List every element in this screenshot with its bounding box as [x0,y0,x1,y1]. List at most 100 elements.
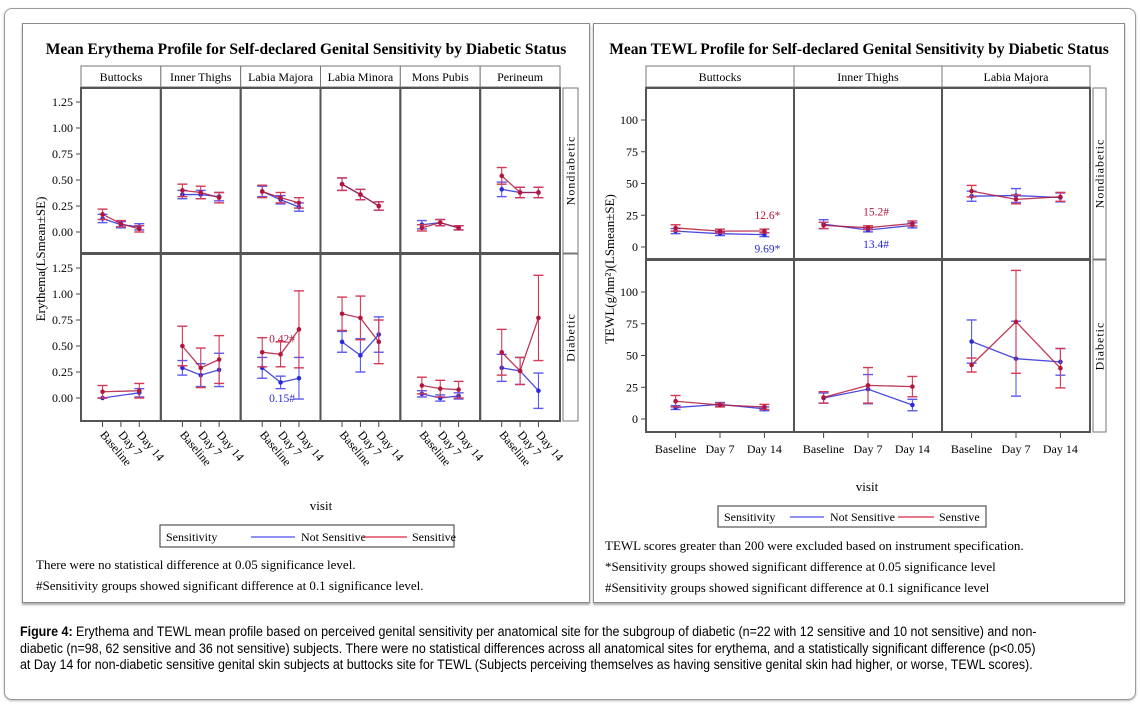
panel-frame [941,259,1091,433]
panel-frame [399,87,482,254]
panel-frame [793,259,943,433]
data-point [456,387,461,392]
data-point [910,402,915,408]
legend-label-not-sensitive: Not Sensitive [830,510,895,524]
y-tick-label: 100 [620,113,638,127]
data-point [517,190,523,195]
data-point [296,200,302,206]
data-point [100,389,105,395]
data-point [1013,319,1019,325]
row-strip-label: Nondiabetic [564,136,578,206]
y-tick-label: 100 [620,285,638,299]
data-point [673,398,678,404]
y-tick-label: 0.75 [52,147,73,161]
data-point [517,368,523,374]
x-tick-label: Day 14 [1043,442,1078,456]
x-tick-label: Day 7 [1002,442,1031,456]
x-tick-label: Baseline [951,442,992,456]
data-point [910,221,915,226]
y-tick-label: 0.00 [52,225,73,239]
x-tick-label: Baseline [803,442,844,456]
legend-label-sensitive: Senstive [939,510,980,524]
data-point [376,339,382,345]
data-point [198,365,204,371]
data-point [673,225,678,231]
y-tick-label: 1.25 [52,95,73,109]
legend-label-sensitive: Sensitive [412,530,456,544]
data-point [358,192,363,197]
row-strip-label: Diabetic [1093,322,1107,371]
panel-nondiabetic-inner-thighs: 15.2# 13.4# [818,207,918,251]
y-tick-label: 25 [626,208,638,222]
data-point [136,388,142,394]
legend-title: Sensitivity [724,510,775,524]
tewl-figure: Mean TEWL Profile for Self-declared Geni… [593,23,1125,603]
data-point [865,383,871,388]
panel-frame [159,253,242,422]
data-point [1058,365,1063,371]
column-header-label: Labia Majora [984,70,1050,84]
data-point [180,343,185,349]
data-point [180,188,185,193]
data-point [1058,194,1063,200]
y-axis-label: TEWL(g/hm²)(LSmean±SE) [602,194,617,344]
column-header-label: Labia Minora [328,70,394,84]
data-point [419,225,425,231]
series-line-not-sensitive [102,392,140,399]
note-2: *Sensitivity groups showed significant d… [605,559,996,574]
data-point [216,357,222,362]
panel-diabetic-labia-majora [966,269,1066,397]
panel-nondiabetic-buttocks [97,208,145,233]
data-point [419,383,425,388]
panel-frame [319,87,402,254]
figure-caption: Figure 4: Erythema and TEWL mean profile… [20,624,1043,674]
caption-text: Erythema and TEWL mean profile based on … [20,624,1037,672]
legend: Sensitivity Not Sensitive Sensitive [159,524,456,548]
legend: Sensitivity Not Sensitive Senstive [717,505,987,528]
annotation-label: 15.2# [863,207,889,219]
column-header-label: Mons Pubis [412,70,469,84]
data-point [339,339,345,345]
row-strip-box [1092,259,1107,433]
data-point [216,195,222,200]
caption-label: Figure 4: [20,624,73,639]
data-point [536,190,541,195]
panel-frame [793,87,943,260]
y-tick-label: 50 [626,177,638,191]
column-header-label: Buttocks [699,70,742,84]
annotation-label: 0.42# [269,333,295,345]
column-header-label: Perineum [497,70,544,84]
y-tick-label: 0.50 [52,173,73,187]
data-point [437,386,443,391]
y-tick-label: 0.25 [52,365,73,379]
data-point [376,203,382,209]
panel-diabetic-mons-pubis [416,376,464,402]
y-tick-label: 0.50 [52,339,73,353]
erythema-chart: Mean Erythema Profile for Self-declared … [33,41,579,593]
data-point [969,362,974,368]
data-point [278,380,283,385]
y-tick-label: 25 [626,380,638,394]
y-tick-label: 1.00 [52,121,73,135]
annotation-label: 12.6* [755,210,781,222]
data-point [456,225,461,231]
y-axis-label: Erythema(LSmean±SE) [33,197,48,322]
panel-frame [159,87,242,254]
data-point [198,190,204,195]
data-point [762,404,767,410]
panel-nondiabetic-mons-pubis [416,218,464,232]
data-point [969,188,974,194]
panel-frame [941,87,1091,260]
panel-nondiabetic-buttocks: 12.6* 9.69* [670,210,781,256]
panel-diabetic-perineum [496,274,544,410]
y-tick-label: 0.25 [52,199,73,213]
data-point [762,228,767,234]
panel-diabetic-buttocks [97,382,145,401]
y-tick-label: 50 [626,349,638,363]
series-line-sensitive [102,390,140,393]
data-point [437,220,443,225]
x-tick-label: Day 7 [854,442,883,456]
data-point [821,223,826,228]
data-point [136,226,142,232]
y-tick-label: 75 [626,317,638,331]
